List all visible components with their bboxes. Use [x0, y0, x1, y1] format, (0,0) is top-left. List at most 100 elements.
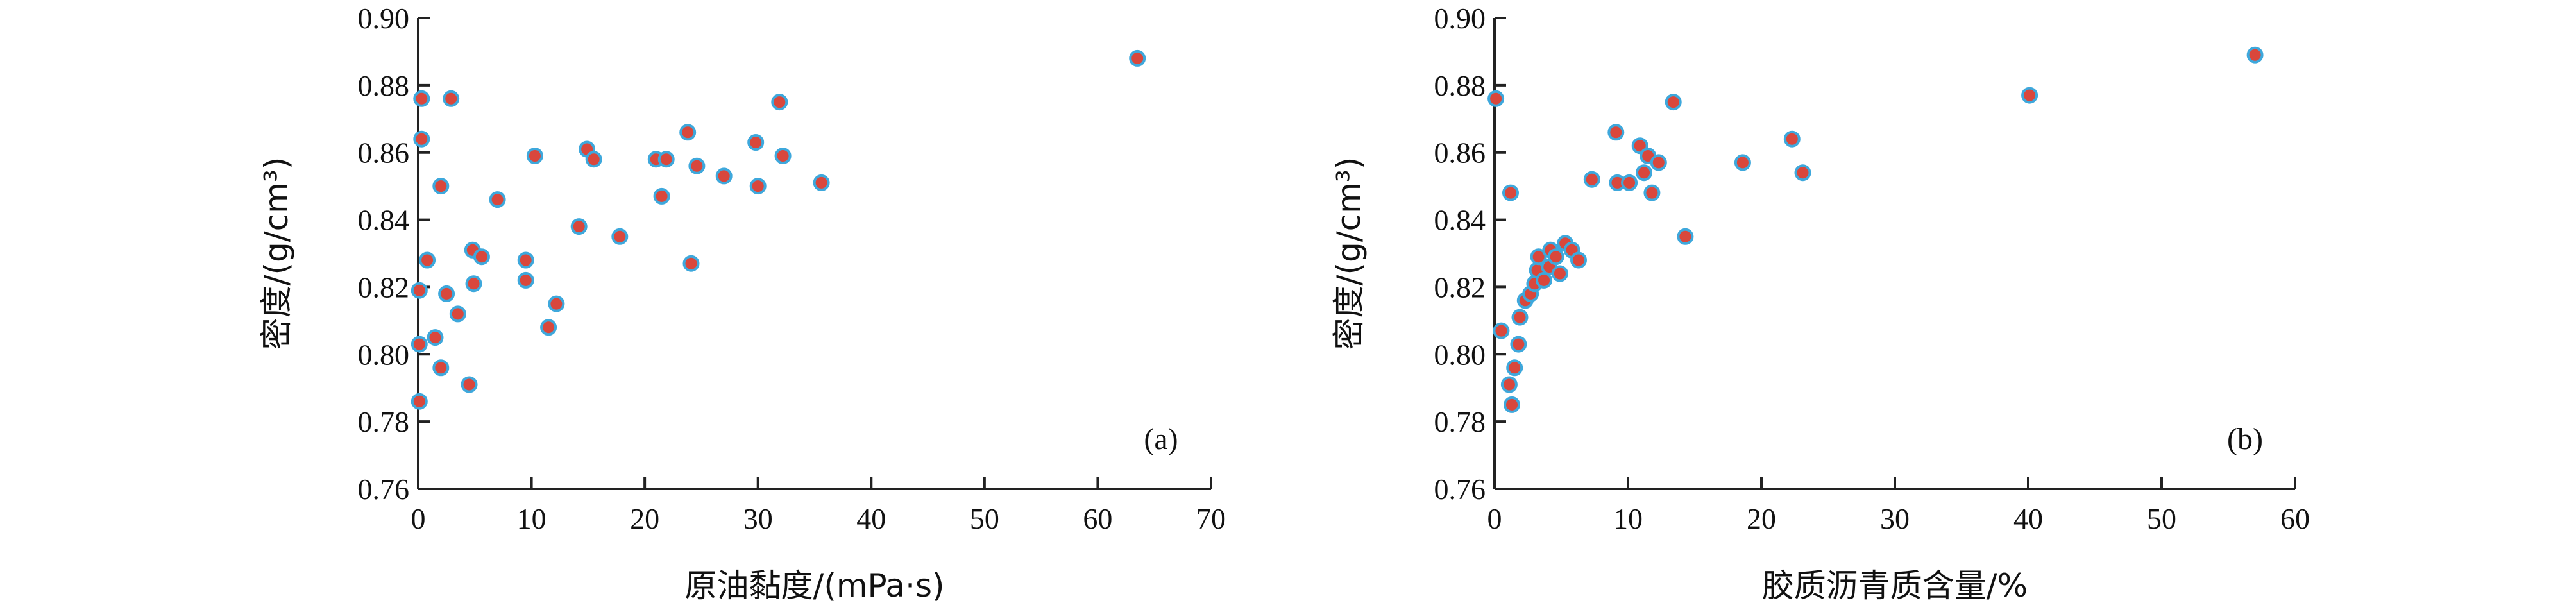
data-point: [1650, 154, 1667, 171]
data-point: [461, 376, 478, 393]
data-point: [1570, 251, 1587, 269]
data-point: [1493, 322, 1510, 339]
data-point: [1783, 130, 1801, 148]
data-point: [427, 329, 444, 346]
data-point: [1502, 184, 1519, 201]
y-tick-label: 0.80: [1434, 338, 1486, 371]
data-point: [1636, 164, 1652, 182]
data-point: [465, 275, 482, 293]
x-tick-label: 60: [2280, 502, 2310, 535]
data-point: [1504, 396, 1520, 413]
data-point: [1487, 90, 1505, 107]
data-point: [438, 285, 455, 302]
data-point: [1794, 164, 1811, 182]
data-point: [1536, 271, 1552, 289]
panel-label: (a): [1144, 422, 1178, 456]
data-point: [413, 130, 430, 148]
y-tick-label: 0.82: [358, 271, 410, 303]
x-tick-label: 10: [1613, 502, 1643, 535]
y-tick-label: 0.84: [358, 204, 410, 237]
data-point: [1665, 94, 1682, 111]
data-point: [657, 151, 675, 168]
data-point: [1583, 171, 1600, 188]
y-tick-label: 0.86: [358, 137, 410, 169]
data-point: [688, 157, 706, 174]
data-point: [411, 336, 428, 353]
y-tick-label: 0.84: [1434, 204, 1486, 237]
x-tick-label: 10: [517, 502, 547, 535]
y-tick-label: 0.90: [358, 2, 410, 35]
y-tick-label: 0.78: [358, 405, 410, 438]
x-axis-title: 胶质沥青质含量/%: [1762, 567, 2028, 604]
data-point: [517, 271, 534, 289]
data-point: [611, 228, 629, 245]
x-tick-label: 30: [743, 502, 773, 535]
x-tick-label: 60: [1083, 502, 1112, 535]
data-point: [2246, 46, 2264, 64]
data-point: [449, 305, 466, 323]
data-point: [682, 255, 700, 272]
data-point: [813, 174, 830, 191]
x-tick-label: 30: [1880, 502, 1910, 535]
data-point: [1551, 265, 1568, 282]
data-point: [1607, 124, 1625, 141]
panel-a: 0.76 0.78 0.80 0.82 0.84 0.86 0.88 0.90 0 10 20 30 4…: [258, 2, 1226, 604]
data-point: [1621, 174, 1638, 191]
data-point: [1511, 309, 1529, 326]
y-axis-title: 密度/(g/cm³): [258, 157, 295, 350]
x-axis-title: 原油黏度/(mPa·s): [684, 567, 944, 604]
data-point: [749, 178, 767, 195]
y-tick-label: 0.80: [358, 338, 410, 371]
y-tick-label: 0.76: [1434, 473, 1486, 506]
x-tick-label: 20: [1747, 502, 1776, 535]
y-tick-label: 0.88: [358, 69, 410, 102]
y-tick-label: 0.88: [1434, 69, 1486, 102]
data-point: [774, 148, 792, 164]
data-point: [653, 187, 670, 205]
data-point: [570, 218, 588, 235]
data-point: [1506, 359, 1523, 377]
data-point: [2021, 87, 2038, 104]
data-point: [1734, 154, 1751, 171]
data-point: [413, 90, 430, 107]
data-point: [411, 393, 428, 410]
data-point: [548, 295, 565, 312]
data-point: [585, 151, 602, 168]
data-point: [771, 94, 788, 111]
data-point: [411, 282, 428, 299]
y-tick-label: 0.86: [1434, 137, 1486, 169]
data-point: [489, 191, 506, 208]
y-tick-label: 0.82: [1434, 271, 1486, 303]
x-tick-label: 40: [856, 502, 886, 535]
data-point: [1500, 376, 1518, 393]
x-tick-label: 50: [970, 502, 999, 535]
data-point: [1547, 248, 1564, 266]
data-point: [517, 251, 534, 269]
data-point: [715, 167, 733, 185]
data-point: [747, 134, 765, 151]
y-tick-label: 0.90: [1434, 2, 1486, 35]
data-point: [1677, 228, 1694, 245]
x-tick-label: 0: [411, 502, 426, 535]
y-axis-title: 密度/(g/cm³): [1330, 157, 1368, 350]
x-tick-label: 20: [630, 502, 659, 535]
data-point: [1129, 49, 1146, 67]
x-tick-label: 0: [1487, 502, 1502, 535]
x-tick-label: 50: [2147, 502, 2176, 535]
data-point: [443, 90, 460, 107]
data-point: [679, 124, 697, 141]
y-tick-label: 0.78: [1434, 405, 1486, 438]
y-tick-label: 0.76: [358, 473, 410, 506]
data-point: [432, 178, 450, 195]
data-point: [432, 359, 450, 377]
panel-label: (b): [2227, 422, 2263, 456]
data-point: [526, 148, 543, 164]
x-tick-label: 40: [2013, 502, 2043, 535]
data-point: [419, 251, 436, 269]
data-point: [473, 248, 490, 266]
panel-b: 0.76 0.78 0.80 0.82 0.84 0.86 0.88 0.90 0 10 20 30 4…: [1330, 2, 2310, 604]
data-point: [540, 319, 557, 336]
x-tick-label: 70: [1196, 502, 1226, 535]
data-point: [1510, 336, 1527, 353]
